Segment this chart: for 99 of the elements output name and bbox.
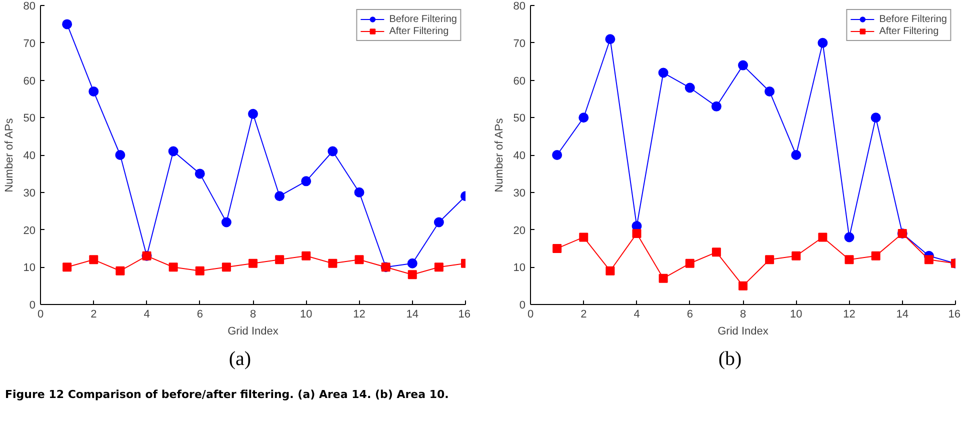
point <box>222 262 231 272</box>
point <box>871 251 880 260</box>
point <box>791 150 802 160</box>
point <box>924 255 934 264</box>
point <box>765 255 774 264</box>
x-tick-label: 16 <box>948 308 961 320</box>
point <box>605 34 616 44</box>
y-axis-title: Number of APs <box>3 118 16 192</box>
caption: Figure 12 Comparison of before/after filtering. (a) Area 14. (b) Area 10. <box>5 387 449 403</box>
x-tick-label: 10 <box>790 308 802 320</box>
x-tick-label: 8 <box>740 308 746 320</box>
point <box>738 60 748 70</box>
point <box>434 262 444 272</box>
y-tick-label: 40 <box>513 150 526 162</box>
y-tick-label: 40 <box>23 150 36 162</box>
point <box>248 108 258 119</box>
y-axis-title: Number of APs <box>493 118 506 192</box>
x-tick-label: 10 <box>300 308 312 320</box>
point <box>632 228 642 238</box>
point <box>738 281 748 290</box>
point <box>115 150 126 160</box>
x-tick-label: 12 <box>843 308 856 320</box>
point <box>578 112 589 123</box>
text: (a) <box>228 347 252 372</box>
y-tick-label: 30 <box>23 187 36 200</box>
point <box>818 38 828 48</box>
x-tick-label: 4 <box>634 308 640 320</box>
point <box>434 217 444 228</box>
y-tick-label: 80 <box>513 0 526 12</box>
point <box>844 232 854 242</box>
y-tick-label: 10 <box>23 262 36 274</box>
y-tick-label: 50 <box>513 112 526 125</box>
point <box>62 19 72 30</box>
x-tick-label: 6 <box>196 308 203 320</box>
legend-label: Before Filtering <box>879 13 947 25</box>
point <box>658 274 668 283</box>
point <box>407 258 418 268</box>
y-tick-label: 70 <box>23 38 36 50</box>
legend-label: After Filtering <box>879 25 939 37</box>
y-tick-label: 70 <box>513 38 526 50</box>
x-tick-label: 6 <box>686 308 693 320</box>
point <box>328 258 338 268</box>
point <box>354 187 364 198</box>
x-tick-label: 16 <box>458 308 471 320</box>
legend-label: After Filtering <box>389 25 449 37</box>
point <box>168 146 178 156</box>
point <box>792 251 801 260</box>
x-tick-label: 14 <box>406 308 419 320</box>
y-tick-label: 30 <box>513 187 526 200</box>
text: (b) <box>718 347 742 372</box>
y-tick-label: 20 <box>23 224 36 237</box>
x-tick-label: 2 <box>90 308 97 320</box>
x-tick-label: 2 <box>580 308 587 320</box>
point <box>870 112 881 123</box>
x-tick-label: 0 <box>527 308 534 320</box>
y-tick-label: 80 <box>23 0 36 12</box>
point <box>116 266 125 276</box>
point <box>302 251 311 260</box>
y-tick-label: 60 <box>23 75 36 88</box>
point <box>168 262 178 272</box>
point <box>684 82 695 93</box>
point <box>711 101 722 112</box>
point <box>579 232 588 242</box>
point <box>248 258 258 268</box>
x-tick-label: 12 <box>353 308 366 320</box>
point <box>195 266 204 276</box>
point <box>328 146 338 156</box>
point <box>89 255 98 264</box>
y-tick-label: 0 <box>29 300 36 312</box>
point <box>818 232 828 242</box>
point <box>552 150 562 160</box>
point <box>62 262 72 272</box>
y-tick-label: 50 <box>23 112 36 125</box>
x-tick-label: 14 <box>896 308 909 320</box>
point <box>221 217 232 228</box>
point <box>354 255 364 264</box>
point <box>712 248 721 257</box>
point <box>408 270 417 280</box>
y-tick-label: 20 <box>513 224 526 237</box>
y-tick-label: 10 <box>513 262 526 274</box>
point <box>552 244 562 253</box>
point <box>301 176 312 186</box>
x-tick-label: 8 <box>250 308 256 320</box>
point <box>844 255 854 264</box>
y-tick-label: 0 <box>519 300 526 312</box>
point <box>88 86 99 96</box>
point <box>274 191 285 202</box>
y-tick-label: 60 <box>513 75 526 88</box>
point <box>194 168 205 179</box>
x-axis-title: Grid Index <box>718 326 769 338</box>
x-tick-label: 4 <box>144 308 150 320</box>
point <box>685 258 694 268</box>
x-axis-title: Grid Index <box>228 326 279 338</box>
x-tick-label: 0 <box>37 308 44 320</box>
point <box>764 86 775 96</box>
point <box>658 68 668 78</box>
legend-label: Before Filtering <box>389 13 457 25</box>
point <box>606 266 615 276</box>
point <box>275 255 284 264</box>
